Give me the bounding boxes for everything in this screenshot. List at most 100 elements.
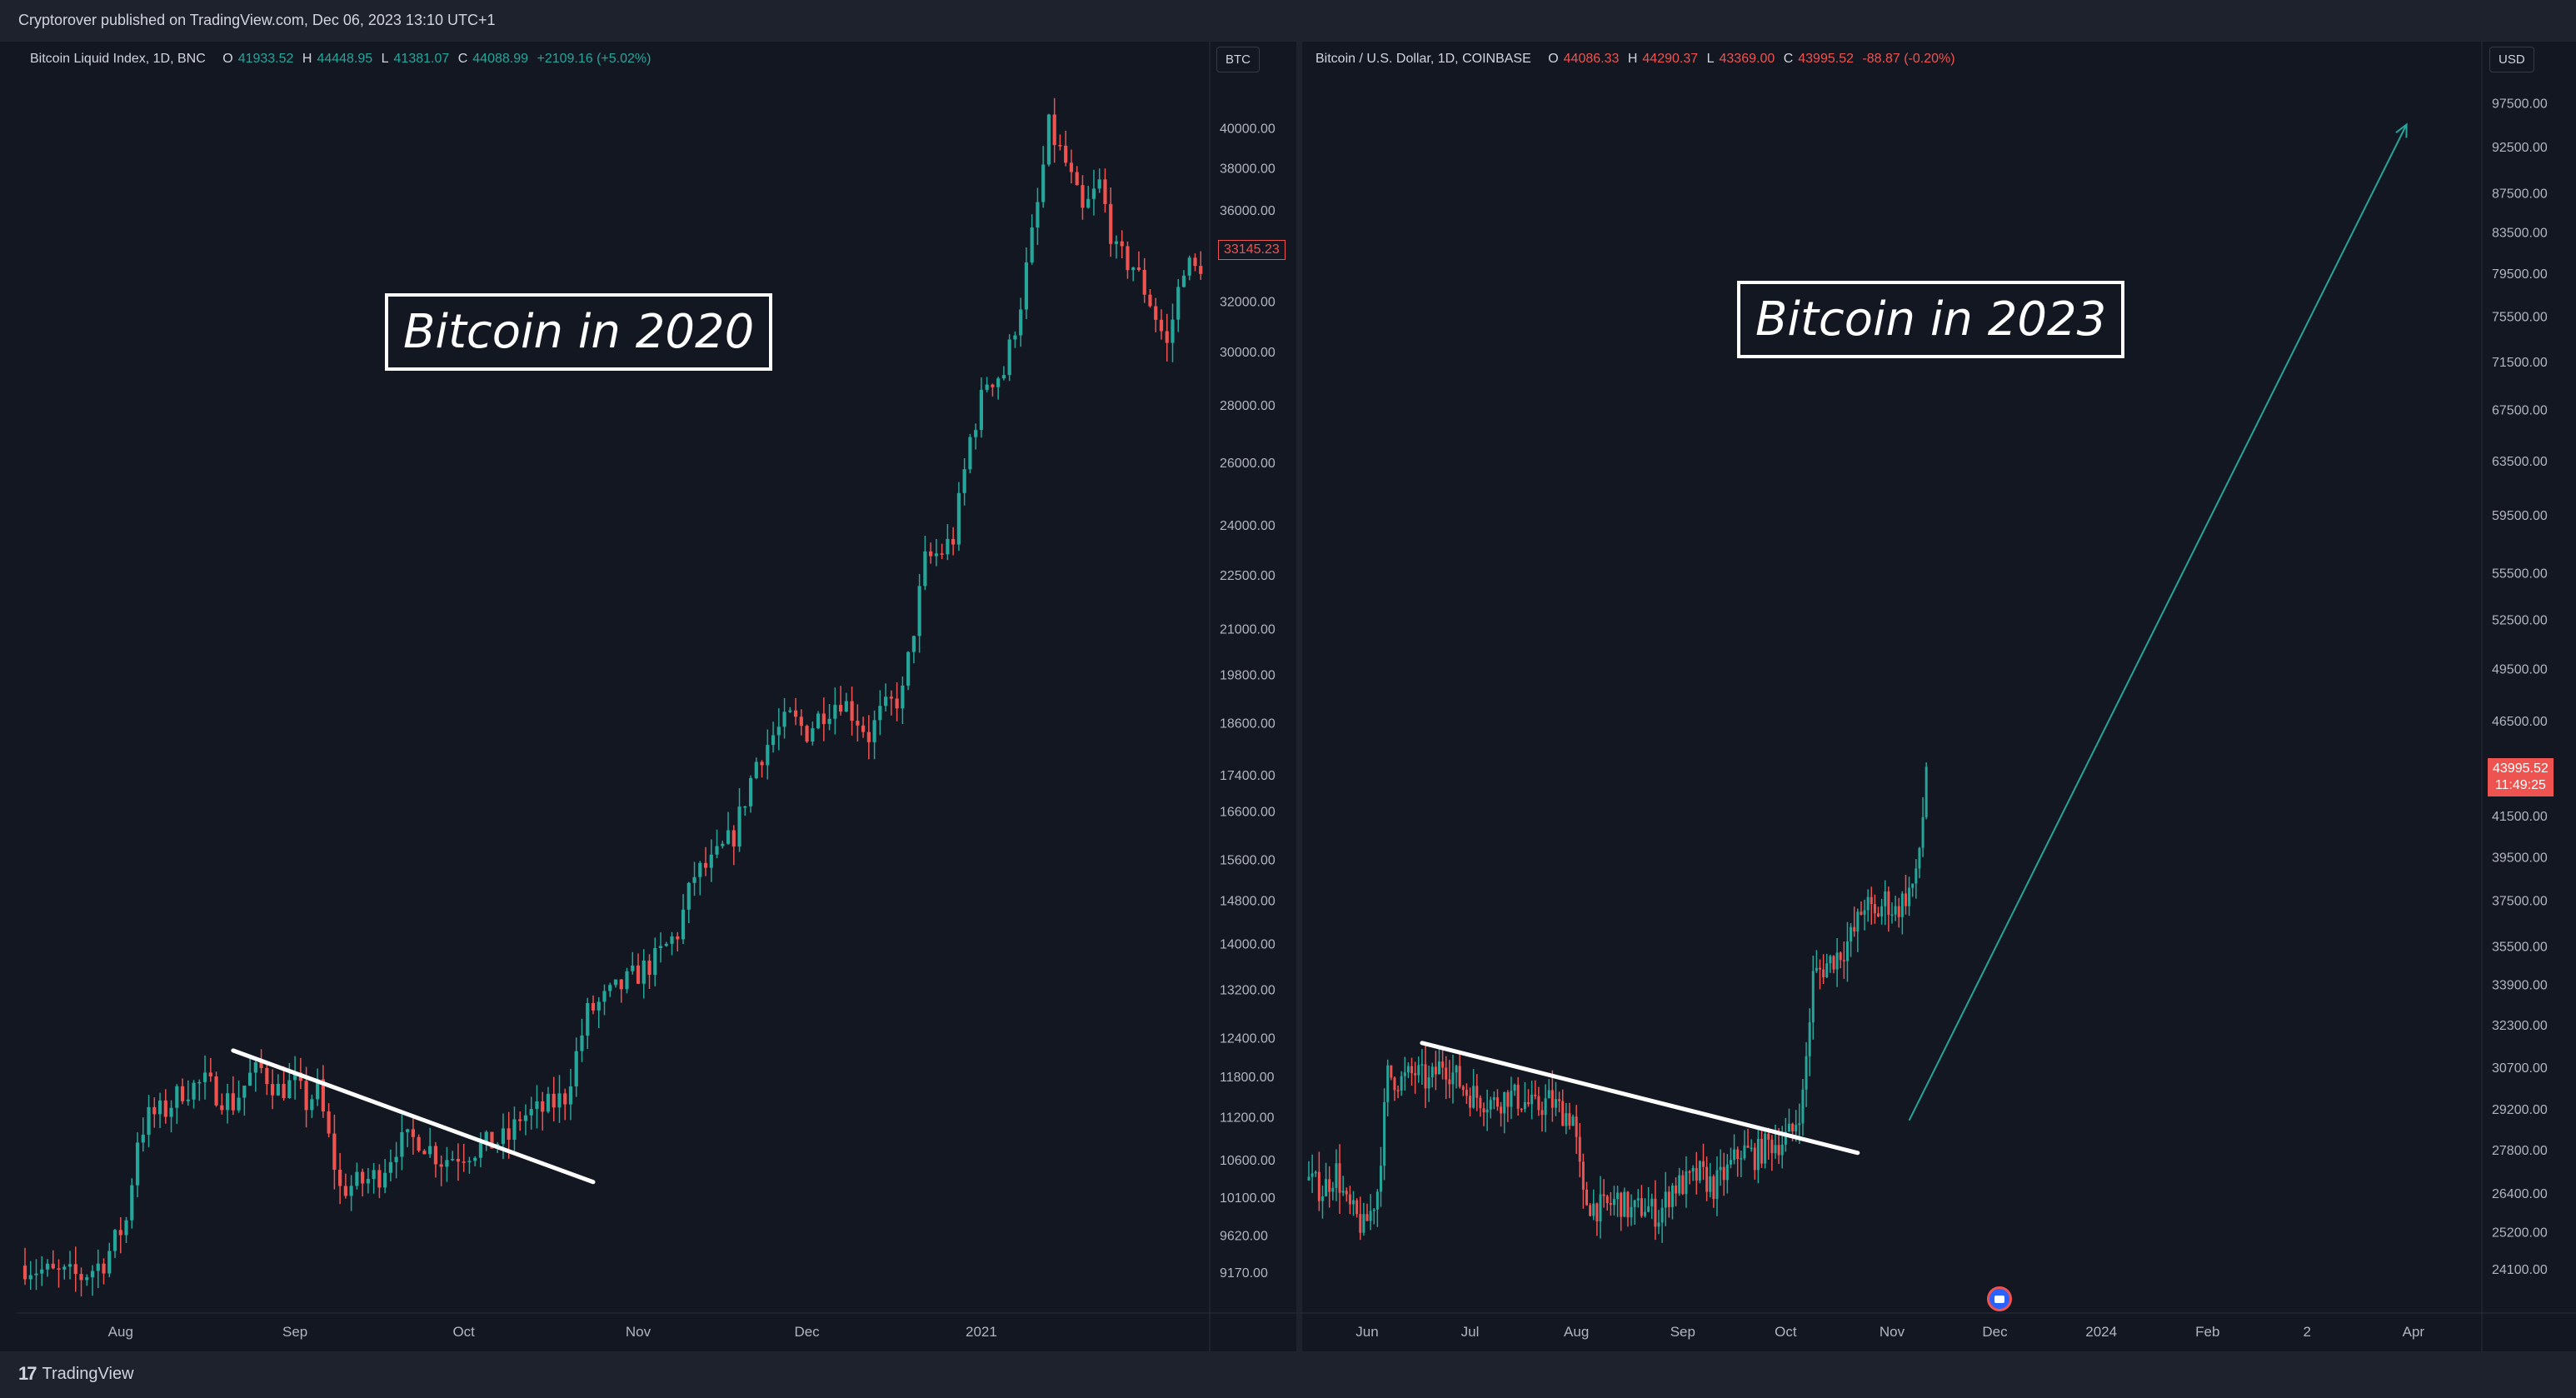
chart-panel-right[interactable]: 97500.00 92500.00 87500.00 83500.00 79500.00… [1302,42,2576,1351]
economic-event-flag-icon[interactable] [1987,1286,2012,1311]
candle-body [1424,1064,1427,1089]
candle-body [186,1099,190,1101]
candle-body [1722,1166,1725,1181]
y-tick-label: 63500.00 [2492,455,2548,469]
candle-body [1822,969,1825,978]
y-tick-label: 39500.00 [2492,851,2548,865]
candle-body [1698,1161,1701,1181]
candle-body [1904,893,1907,906]
candle-body [355,1171,359,1186]
candle-body [304,1081,308,1111]
y-tick-label: 40000.00 [1220,122,1276,137]
y-tick-label: 46500.00 [2492,715,2548,729]
high-value: 44448.95 [317,52,373,66]
candle-body [1585,1189,1589,1206]
y-tick-label: 55500.00 [2492,567,2548,582]
y-tick-label: 27800.00 [2492,1144,2548,1158]
tradingview-logo[interactable]: 17 TradingView [18,1363,134,1385]
candle-body [793,710,798,717]
y-tick-label: 11200.00 [1220,1111,1275,1126]
candle-body [1764,1133,1767,1164]
x-tick-label: Sep [282,1324,307,1340]
x-tick-label: Jul [1461,1324,1480,1340]
x-tick-label: Aug [108,1324,133,1340]
candle-body [1510,1091,1513,1107]
candle-body [1760,1138,1764,1164]
candle-body [1154,306,1158,320]
candle-body [1863,910,1866,915]
candle-body [175,1086,179,1108]
candle-body [214,1076,218,1106]
candle-body [157,1100,162,1115]
currency-scale-button[interactable]: BTC [1216,47,1260,72]
candle-body [1884,891,1887,906]
candle-body [979,389,983,431]
candle-body [1523,1101,1526,1110]
chart-canvas-left[interactable]: 40000.0038000.0036000.0034000.0032000.00… [17,42,1296,1351]
candle-body [1860,911,1863,915]
candle-body [1712,1176,1715,1200]
candle-body [231,1093,235,1111]
candle-body [546,1093,551,1112]
chart-panel-left[interactable]: 40000.0038000.0036000.0034000.0032000.00… [17,42,1296,1351]
symbol-label: Bitcoin Liquid Index, 1D, BNC [30,52,206,66]
candle-body [1086,198,1091,208]
candle-body [1853,926,1856,932]
candle-body [349,1186,353,1196]
candle-body [1565,1113,1568,1126]
x-tick-label: Nov [1880,1324,1905,1340]
y-tick-label: 16600.00 [1220,806,1276,820]
candle-body [940,553,944,555]
candle-body [1500,1106,1503,1114]
candle-body [692,876,696,883]
title-annotation-2023[interactable]: Bitcoin in 2023 [1737,281,2125,358]
candle-body [1777,1145,1780,1156]
candle-body [1455,1066,1458,1073]
projection-arrowhead [2395,122,2408,138]
candle-body [1341,1191,1345,1193]
candle-body [152,1106,157,1115]
currency-scale-button[interactable]: USD [2489,47,2534,72]
candle-body [670,936,674,944]
chart-canvas-right[interactable]: 97500.00 92500.00 87500.00 83500.00 79500.00… [1302,42,2576,1351]
candle-body [1352,1200,1355,1205]
candle-body [878,706,882,721]
candle-body [1856,911,1860,932]
candle-body [1801,1089,1805,1124]
open-value: 44086.33 [1563,52,1620,66]
candle-body [1390,1065,1393,1078]
candle-body [737,806,741,847]
candle-body [726,830,731,844]
candle-body [608,985,612,991]
candle-body [586,1002,590,1036]
title-annotation-2020[interactable]: Bitcoin in 2020 [385,293,773,371]
candle-body [1527,1101,1530,1105]
candle-body [1472,1086,1475,1108]
candle-body [1630,1206,1633,1218]
branding-bar: 17 TradingView [0,1351,2576,1398]
x-tick-label: Dec [794,1324,820,1340]
candle-body [985,384,989,390]
candle-body [1753,1147,1756,1171]
candle-body [946,538,950,555]
change-value: +2109.16 (+5.02%) [537,52,651,66]
candle-body [698,862,702,877]
candle-body [1475,1086,1479,1098]
candle-body [686,882,691,910]
x-tick-label: 2 [2304,1324,2311,1340]
panel-divider[interactable] [1296,42,1302,1351]
candle-body [996,378,1001,387]
candle-body [1623,1191,1626,1217]
candle-body [135,1142,140,1186]
candle-body [1915,868,1918,884]
y-tick-label: 35500.00 [2492,940,2548,954]
candle-body [1359,1214,1362,1233]
x-tick-label: Nov [626,1324,651,1340]
candle-body [338,1170,342,1186]
candle-body [40,1269,44,1274]
candle-body [45,1263,50,1270]
candle-body [1325,1179,1328,1196]
candle-body [523,1115,528,1121]
y-tick-label: 83500.00 [2492,227,2548,241]
candle-body [839,705,843,712]
